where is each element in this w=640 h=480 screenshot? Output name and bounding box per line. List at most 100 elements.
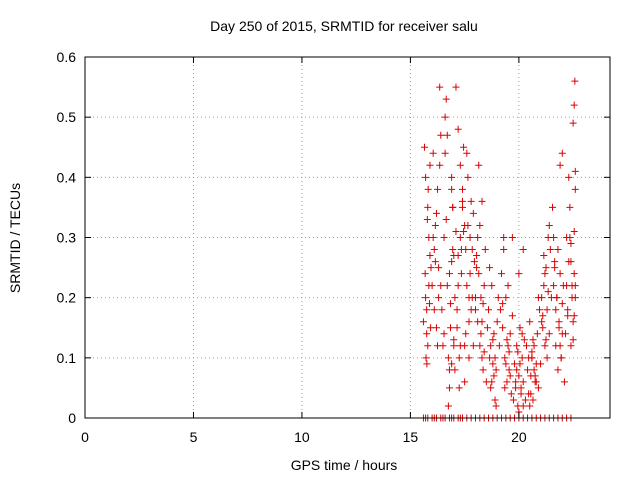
x-tick-label: 0 (81, 429, 89, 445)
data-point (485, 306, 493, 314)
data-point (441, 113, 449, 121)
data-point (457, 270, 465, 278)
data-point (460, 227, 468, 235)
data-point (526, 318, 534, 326)
data-point (458, 185, 466, 193)
data-point (476, 342, 484, 350)
data-point (554, 246, 562, 254)
data-point (488, 378, 496, 386)
data-point (520, 336, 528, 344)
y-tick-label: 0.6 (57, 49, 77, 65)
data-point (452, 227, 460, 235)
data-point (424, 185, 432, 193)
data-point (450, 336, 458, 344)
data-point (537, 360, 545, 368)
data-point (451, 294, 459, 302)
data-point (466, 270, 474, 278)
data-point (445, 384, 453, 392)
data-point (466, 234, 474, 241)
data-point (458, 203, 466, 211)
data-point (483, 324, 491, 332)
data-point (515, 270, 523, 278)
axis-ticks (84, 56, 610, 419)
data-point (469, 342, 477, 350)
data-point (422, 173, 430, 181)
data-point (422, 354, 430, 362)
data-point (533, 330, 541, 338)
data-point (467, 197, 475, 205)
data-point (551, 258, 559, 266)
data-point (478, 354, 486, 362)
data-point (423, 330, 431, 338)
data-point (444, 354, 452, 362)
data-point (471, 306, 479, 314)
data-point (518, 330, 526, 338)
data-point (528, 348, 536, 356)
data-point (567, 240, 575, 248)
data-point (429, 234, 437, 241)
data-point (529, 336, 537, 344)
data-point (481, 246, 489, 254)
data-point (516, 360, 524, 368)
data-point (570, 312, 578, 320)
y-tick-label: 0.1 (57, 350, 77, 366)
data-point (567, 342, 575, 350)
data-point (538, 318, 546, 326)
data-point (460, 143, 468, 151)
data-point (542, 336, 550, 344)
x-tick-label: 10 (294, 429, 310, 445)
data-point (498, 270, 506, 278)
data-point (515, 372, 523, 380)
data-point (443, 282, 451, 290)
data-point (479, 300, 487, 308)
data-point (443, 131, 451, 139)
data-point (504, 342, 512, 350)
data-point (464, 173, 472, 181)
data-point (543, 354, 551, 362)
data-point (450, 252, 458, 260)
data-point (462, 246, 470, 254)
data-point (455, 354, 463, 362)
data-point (526, 402, 534, 410)
data-point (440, 234, 448, 241)
plot-frame (84, 56, 611, 419)
data-point (453, 324, 461, 332)
data-point (564, 306, 572, 314)
data-point (474, 234, 482, 241)
data-point (496, 306, 504, 314)
data-point (495, 342, 503, 350)
data-point (449, 246, 457, 254)
x-tick-labels: 0 5 10 15 20 (81, 429, 527, 445)
data-point (442, 95, 450, 103)
data-point (500, 234, 508, 241)
data-point (432, 209, 440, 217)
data-point (480, 282, 488, 290)
data-point (516, 324, 524, 332)
data-point (529, 396, 537, 404)
data-point (431, 258, 439, 266)
data-point (534, 294, 542, 302)
data-point (557, 354, 565, 362)
data-point (570, 227, 578, 235)
data-point (553, 294, 561, 302)
data-point (463, 282, 471, 290)
data-point (491, 396, 499, 404)
data-point (558, 300, 566, 308)
data-point (527, 390, 535, 398)
chart-title: Day 250 of 2015, SRMTID for receiver sal… (210, 18, 478, 34)
data-point (499, 300, 507, 308)
data-point (454, 282, 462, 290)
grid-lines (85, 57, 610, 418)
data-point (478, 197, 486, 205)
data-point (427, 324, 435, 332)
data-point (454, 125, 462, 133)
data-point (501, 354, 509, 362)
data-point (534, 384, 542, 392)
data-point (487, 384, 495, 392)
data-point (517, 384, 525, 392)
data-point (440, 330, 448, 338)
data-point (492, 402, 500, 410)
data-point (551, 264, 559, 272)
data-point (465, 294, 473, 302)
